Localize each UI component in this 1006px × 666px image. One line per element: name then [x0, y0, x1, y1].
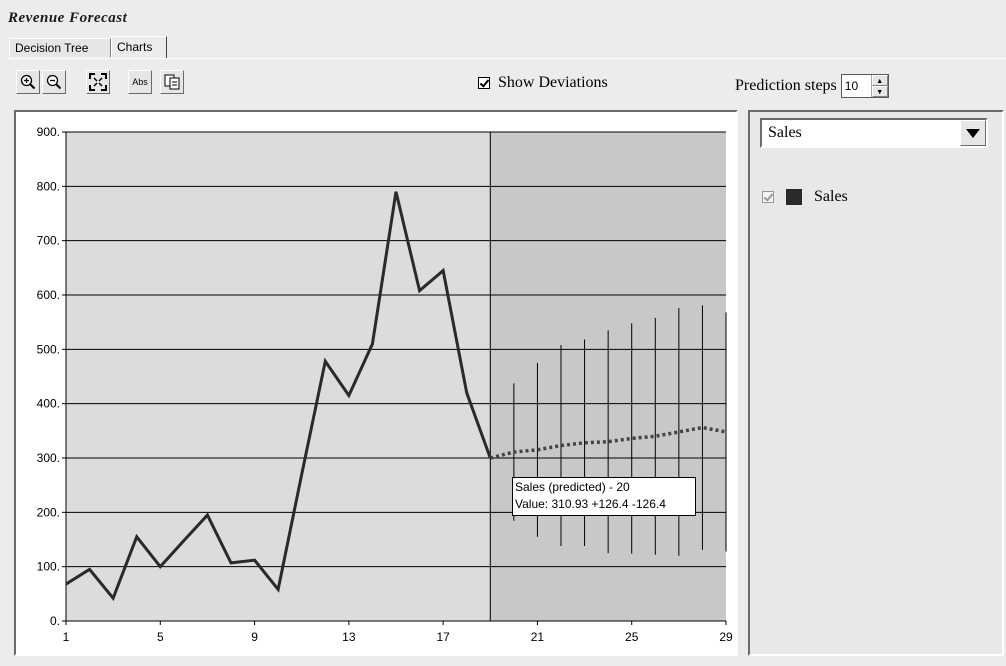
fit-to-window-button[interactable]: [86, 70, 110, 94]
fit-icon: [89, 73, 107, 91]
chart-area: 0. 100. 200. 300. 400. 500. 600. 700. 800. 900. 1 5…: [14, 110, 738, 656]
series-line-sales: [65, 191, 492, 602]
tab-charts[interactable]: Charts: [111, 36, 167, 59]
y-tick-label: 300.: [37, 451, 60, 465]
spin-down-icon[interactable]: ▼: [871, 86, 888, 97]
y-tick-label: 900.: [37, 125, 60, 139]
zoom-in-icon: [20, 74, 36, 90]
page-title: Revenue Forecast: [8, 10, 128, 26]
series-dropdown-value: Sales: [768, 124, 802, 141]
x-tick-label: 25: [625, 630, 639, 644]
abs-label: Abs: [132, 77, 148, 87]
zoom-in-button[interactable]: [16, 70, 40, 94]
prediction-steps: Prediction steps 10 ▲ ▼: [735, 74, 889, 98]
y-tick-label: 700.: [37, 234, 60, 248]
y-tick-label: 100.: [37, 560, 60, 574]
show-deviations-label: Show Deviations: [498, 74, 608, 91]
y-tick-label: 400.: [37, 397, 60, 411]
prediction-steps-input[interactable]: 10: [844, 79, 859, 93]
tooltip-line2: Value: 310.93 +126.4 -126.4: [515, 497, 666, 511]
prediction-steps-spinner[interactable]: 10 ▲ ▼: [840, 74, 889, 98]
series-line-predicted: [489, 425, 727, 460]
y-tick-label: 500.: [37, 342, 60, 356]
abs-button[interactable]: Abs: [128, 70, 152, 94]
chart-svg: 0. 100. 200. 300. 400. 500. 600. 700. 800. 900. 1 5…: [37, 125, 733, 644]
x-tick-label: 13: [342, 630, 356, 644]
copy-icon: [164, 74, 180, 90]
series-panel: Sales Sales: [748, 110, 1004, 656]
show-deviations-toggle[interactable]: Show Deviations: [478, 74, 608, 92]
x-tick-label: 9: [251, 630, 258, 644]
show-deviations-checkbox[interactable]: [478, 77, 490, 89]
data-tooltip: Sales (predicted) - 20 Value: 310.93 +12…: [512, 477, 696, 516]
spin-up-icon[interactable]: ▲: [871, 75, 888, 86]
y-tick-label: 200.: [37, 505, 60, 519]
series-dropdown[interactable]: Sales: [760, 118, 988, 148]
tooltip-line1: Sales (predicted) - 20: [515, 480, 630, 494]
x-tick-label: 5: [157, 630, 164, 644]
y-tick-label: 600.: [37, 288, 60, 302]
legend-item-sales[interactable]: Sales: [762, 188, 848, 206]
x-tick-label: 1: [63, 630, 70, 644]
y-tick-label: 800.: [37, 179, 60, 193]
prediction-steps-label: Prediction steps: [735, 77, 837, 94]
legend-swatch: [786, 189, 802, 205]
x-tick-label: 17: [436, 630, 450, 644]
chevron-down-icon[interactable]: [960, 120, 986, 146]
zoom-out-icon: [46, 74, 62, 90]
y-tick-label: 0.: [50, 614, 60, 628]
x-tick-label: 29: [719, 630, 733, 644]
x-tick-label: 21: [531, 630, 545, 644]
zoom-out-button[interactable]: [42, 70, 66, 94]
legend-label: Sales: [814, 188, 848, 205]
legend-checkbox[interactable]: [762, 191, 774, 203]
tab-divider: [8, 58, 1006, 59]
copy-button[interactable]: [160, 70, 184, 94]
tab-decision-tree[interactable]: Decision Tree: [9, 38, 111, 57]
